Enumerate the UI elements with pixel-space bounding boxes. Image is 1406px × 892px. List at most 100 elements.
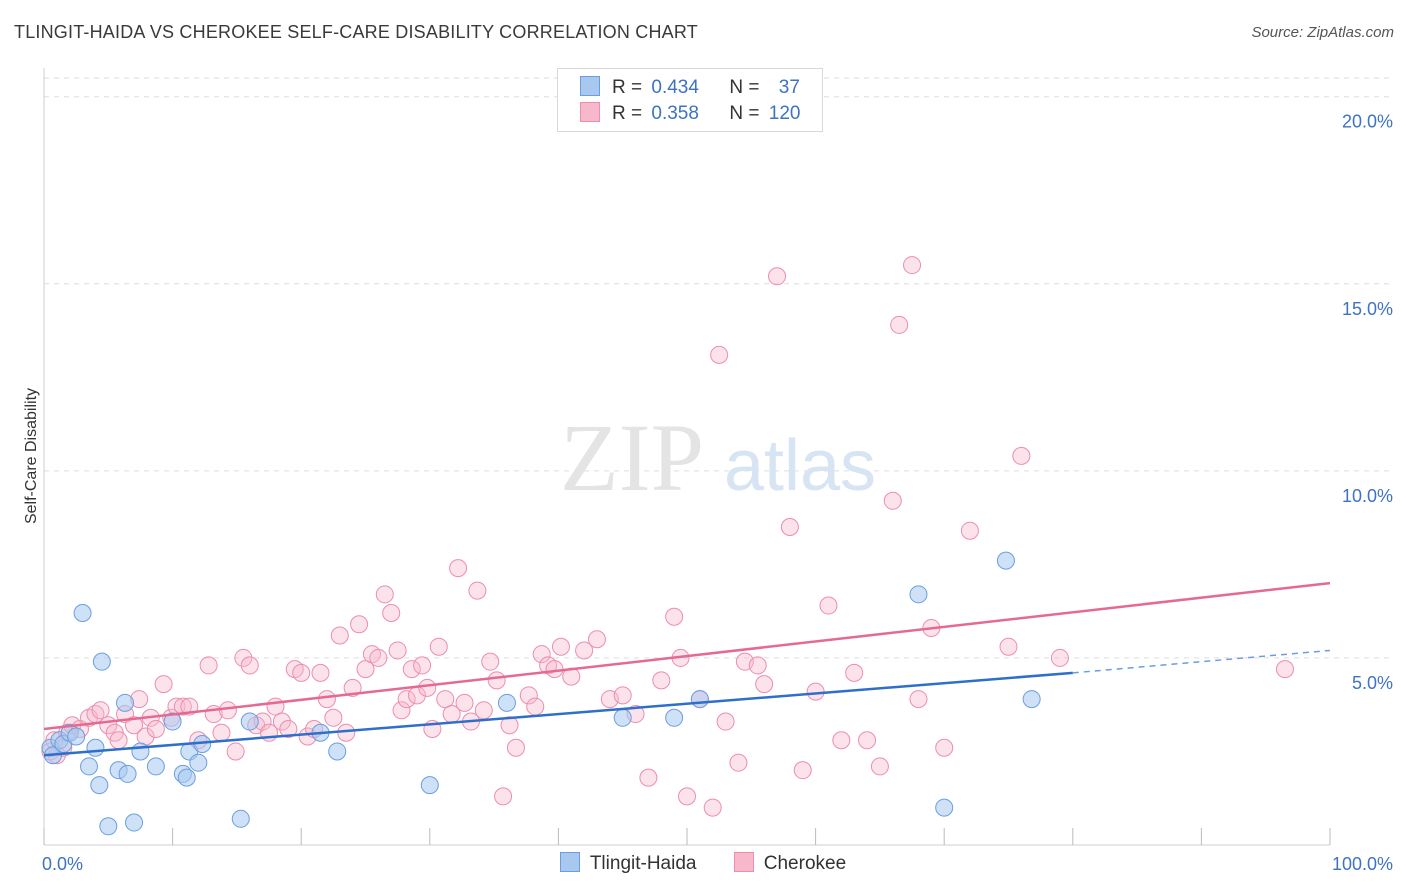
tlingit-haida-point — [690, 690, 709, 709]
cherokee-point — [793, 761, 812, 780]
tlingit-haida-trend-line — [43, 671, 1073, 757]
tlingit-haida-point — [328, 742, 347, 761]
cherokee-point — [678, 787, 696, 806]
tick-labels: 5.0% 10.0% 15.0% 20.0% 0.0% 100.0% — [42, 112, 1393, 874]
cherokee-point — [218, 701, 237, 720]
y-tick-label: 20.0% — [1342, 112, 1393, 132]
legend-r-label: R = — [612, 77, 643, 98]
tlingit-haida-point — [146, 757, 165, 776]
legend-label-cherokee: Cherokee — [763, 853, 847, 874]
tlingit-haida-point — [125, 813, 144, 832]
cherokee-point — [935, 738, 954, 757]
cherokee-point — [716, 712, 735, 731]
cherokee-point — [343, 678, 362, 697]
cherokee-point — [474, 701, 493, 720]
cherokee-point — [532, 645, 551, 664]
cherokee-point — [1012, 446, 1031, 465]
cherokee-point — [272, 712, 291, 731]
tlingit-haida-point — [231, 809, 250, 828]
cherokee-point — [665, 607, 684, 626]
chart-title: TLINGIT-HAIDA VS CHEROKEE SELF-CARE DISA… — [14, 22, 698, 42]
cherokee-point — [806, 682, 825, 701]
cherokee-point — [487, 671, 506, 690]
cherokee-point — [883, 491, 902, 510]
watermark-zip: ZIP — [560, 404, 704, 511]
axes — [43, 68, 1331, 846]
tlingit-haida-point — [1022, 690, 1041, 709]
cherokee-point — [388, 641, 407, 660]
cherokee-point — [468, 581, 487, 600]
cherokee-point — [639, 768, 658, 787]
tlingit-haida-point — [189, 753, 208, 772]
cherokee-point — [455, 693, 474, 712]
tlingit-haida-point — [665, 708, 684, 727]
tlingit-haida-point — [909, 585, 928, 604]
cherokee-point — [279, 720, 298, 739]
tlingit-haida-point — [613, 708, 632, 727]
cherokee-point — [870, 757, 889, 776]
legend-item-cherokee: Cherokee — [733, 852, 847, 875]
cherokee-point — [350, 615, 369, 634]
legend-r-label: R = — [612, 103, 643, 124]
cherokee-point — [369, 648, 388, 667]
cherokee-point — [324, 708, 343, 727]
cherokee-point — [748, 656, 767, 675]
cherokee-point — [903, 256, 922, 275]
x-tick-label: 0.0% — [42, 854, 83, 874]
cherokee-points — [41, 256, 1294, 817]
tlingit-haida-point — [80, 757, 99, 776]
x-tick-label: 100.0% — [1332, 854, 1393, 874]
cherokee-point — [317, 690, 336, 709]
cherokee-point — [397, 690, 416, 709]
legend-row-cherokee: R = 0.358 N = 120 — [580, 102, 800, 126]
cherokee-point — [418, 678, 437, 697]
legend-n-value: 120 — [768, 103, 801, 124]
tlingit-haida-point — [67, 727, 86, 746]
trend-lines — [43, 581, 1331, 757]
cherokee-point — [999, 637, 1018, 656]
legend-label-tlingit-haida: Tlingit-Haida — [589, 853, 697, 874]
cherokee-point — [551, 637, 570, 656]
cherokee-point — [819, 596, 838, 615]
tlingit-haida-point — [90, 776, 109, 795]
cherokee-point — [587, 630, 606, 649]
series-legend: Tlingit-Haida Cherokee — [0, 852, 1406, 875]
legend-swatch-blue — [580, 76, 600, 96]
cherokee-point — [575, 641, 594, 660]
cherokee-point — [526, 697, 545, 716]
watermark-atlas: atlas — [724, 426, 876, 506]
tlingit-haida-point — [163, 712, 182, 731]
cherokee-point — [436, 690, 455, 709]
cherokee-point — [392, 701, 411, 720]
cherokee-point — [832, 731, 851, 750]
tlingit-haida-point — [92, 652, 111, 671]
watermark: ZIP atlas — [560, 404, 876, 511]
cherokee-point — [613, 686, 632, 705]
tlingit-haida-point — [177, 768, 196, 787]
tlingit-haida-point — [240, 712, 259, 731]
legend-n-label: N = — [729, 103, 760, 124]
cherokee-point — [337, 723, 356, 742]
tlingit-haida-point — [131, 742, 150, 761]
legend-n-label: N = — [729, 77, 760, 98]
y-axis-title: Self-Care Disability — [23, 388, 40, 524]
cherokee-point — [199, 656, 218, 675]
tlingit-haida-point — [118, 764, 137, 783]
cherokee-point — [545, 660, 564, 679]
tlingit-haida-point — [86, 738, 105, 757]
cherokee-point — [481, 652, 500, 671]
cherokee-point — [1275, 660, 1294, 679]
legend-swatch-blue — [559, 852, 580, 872]
cherokee-point — [109, 731, 128, 750]
legend-swatch-pink — [580, 102, 600, 122]
cherokee-point — [356, 660, 375, 679]
tlingit-haida-point — [935, 798, 954, 817]
cherokee-point — [91, 701, 110, 720]
cherokee-point — [154, 675, 173, 694]
cherokee-trend-line — [43, 581, 1331, 731]
tlingit-haida-points — [41, 551, 1041, 836]
cherokee-point — [494, 787, 513, 806]
tlingit-haida-point — [420, 776, 439, 795]
cherokee-point — [240, 656, 259, 675]
cherokee-point — [402, 660, 421, 679]
